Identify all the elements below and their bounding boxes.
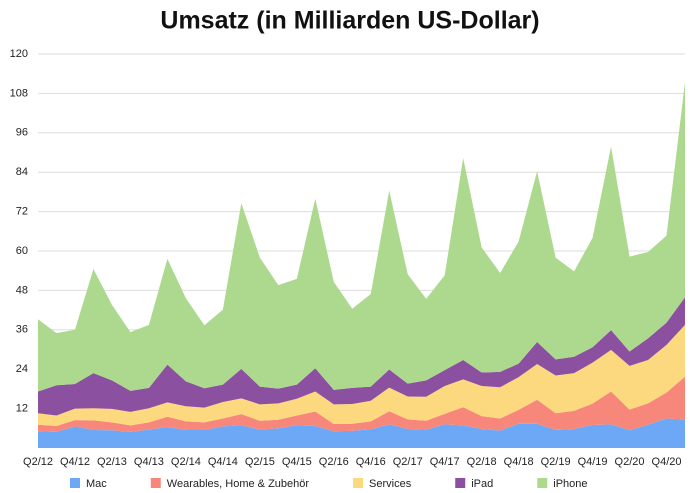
x-tick-label: Q2/18 xyxy=(467,456,497,468)
x-tick-label: Q2/16 xyxy=(319,456,349,468)
x-tick-label: Q4/16 xyxy=(356,456,386,468)
legend-swatch xyxy=(150,478,161,488)
x-tick-label: Q4/17 xyxy=(430,456,460,468)
legend-label: Services xyxy=(369,478,412,490)
area xyxy=(38,82,685,392)
x-tick-label: Q4/19 xyxy=(578,456,608,468)
legend-swatch xyxy=(353,478,364,488)
legend-label: iPhone xyxy=(553,478,587,490)
x-tick-label: Q4/13 xyxy=(134,456,164,468)
y-tick-label: 12 xyxy=(16,403,28,415)
x-tick-label: Q4/14 xyxy=(208,456,238,468)
y-tick-label: 108 xyxy=(10,87,28,99)
y-tick-label: 84 xyxy=(16,166,28,178)
area xyxy=(38,376,685,432)
legend-swatch xyxy=(70,478,80,488)
y-tick-label: 72 xyxy=(16,206,28,218)
x-tick-label: Q2/13 xyxy=(97,456,127,468)
area xyxy=(38,418,685,448)
x-tick-label: Q2/20 xyxy=(615,456,645,468)
y-tick-label: 24 xyxy=(16,363,28,375)
y-tick-label: 96 xyxy=(16,127,28,139)
x-tick-label: Q2/17 xyxy=(393,456,423,468)
x-tick-label: Q2/14 xyxy=(171,456,201,468)
chart-title: Umsatz (in Milliarden US-Dollar) xyxy=(160,7,539,35)
legend-swatch xyxy=(537,478,548,488)
x-tick-label: Q4/18 xyxy=(504,456,534,468)
x-tick-label: Q2/15 xyxy=(245,456,275,468)
area xyxy=(38,324,685,427)
y-tick-label: 120 xyxy=(10,48,28,60)
legend-label: iPad xyxy=(471,478,493,490)
x-tick-label: Q4/20 xyxy=(652,456,682,468)
y-tick-label: 60 xyxy=(16,245,28,257)
x-tick-label: Q4/12 xyxy=(60,456,90,468)
x-tick-label: Q2/12 xyxy=(23,456,53,468)
legend-swatch xyxy=(455,478,466,488)
x-tick-label: Q4/15 xyxy=(282,456,312,468)
y-tick-label: 36 xyxy=(16,324,28,336)
legend-label: Wearables, Home & Zubehör xyxy=(167,478,310,490)
y-tick-label: 48 xyxy=(16,284,28,296)
x-tick-label: Q2/19 xyxy=(541,456,571,468)
legend-label: Mac xyxy=(86,478,107,490)
area xyxy=(38,297,685,416)
